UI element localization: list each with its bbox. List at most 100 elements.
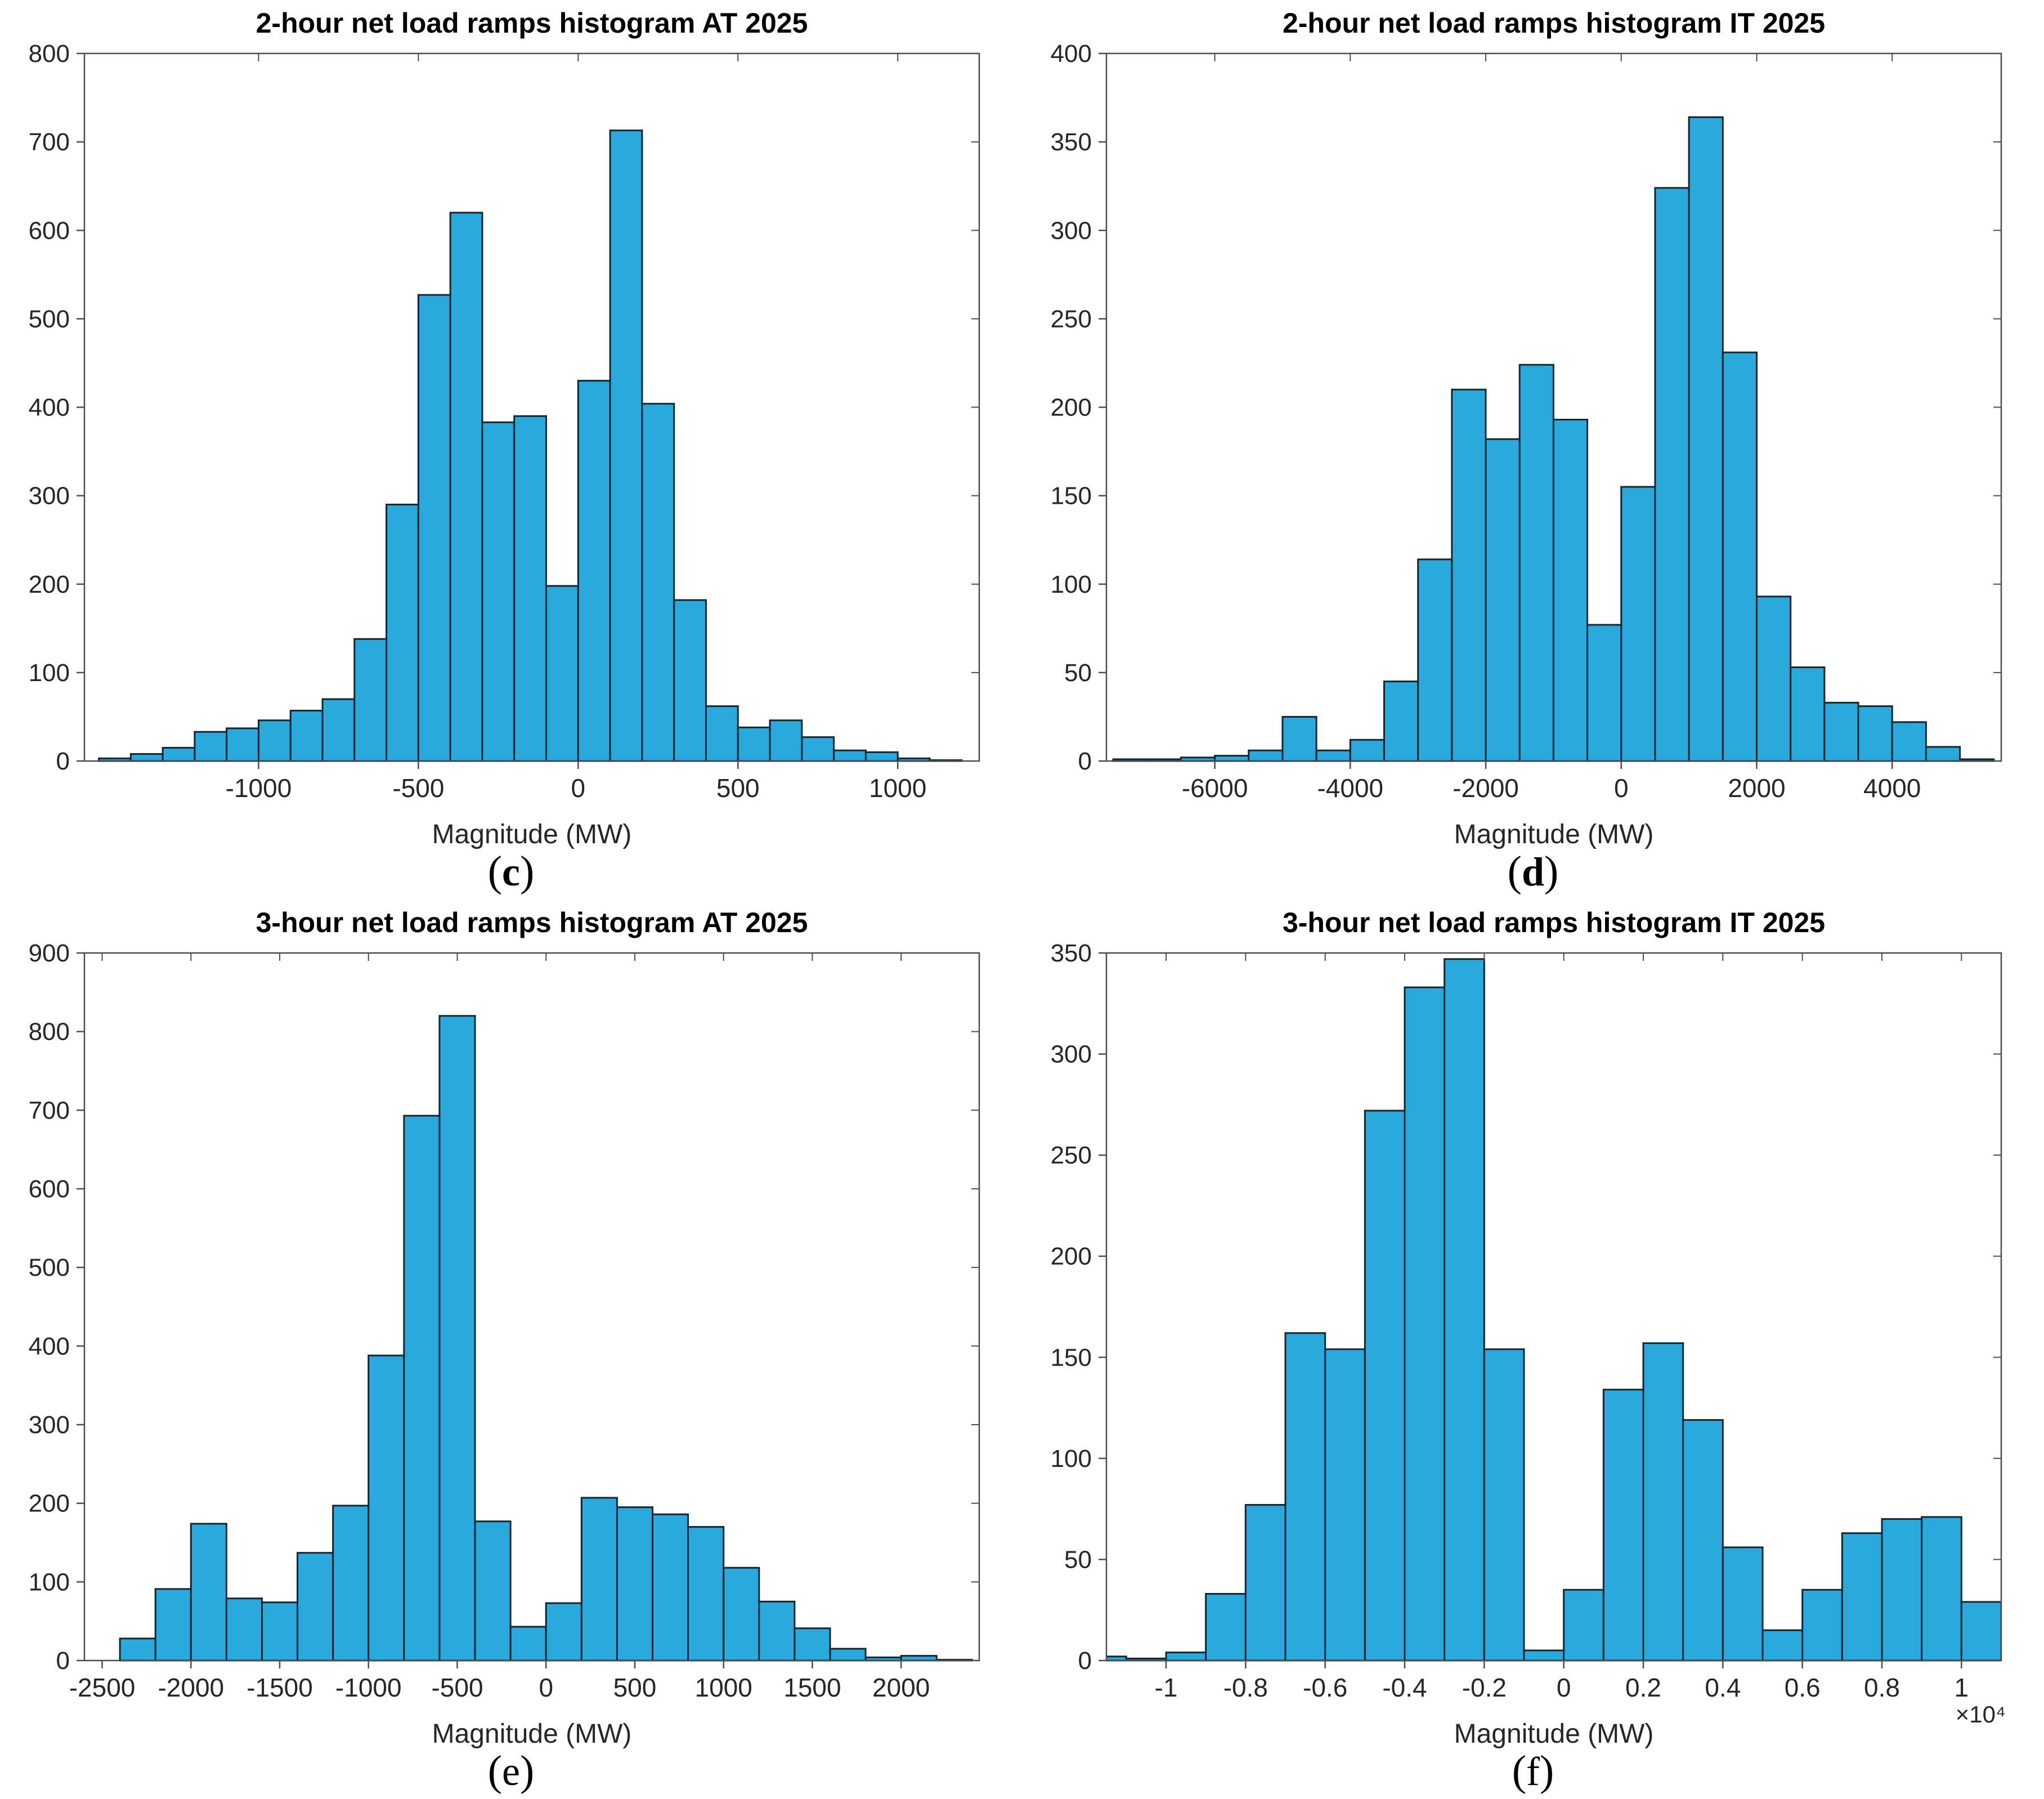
x-tick-label: 0: [1614, 773, 1629, 803]
histogram-bar: [1451, 388, 1487, 762]
histogram-bar: [1925, 746, 1961, 762]
y-tick-label: 0: [56, 1647, 70, 1675]
caption-letter: f: [1526, 1749, 1540, 1794]
y-tick-label: 250: [1051, 1142, 1092, 1169]
histogram-bar: [545, 1602, 582, 1662]
x-tick-label: 0.2: [1625, 1673, 1661, 1702]
histogram-chart-f: 0 50 100 150 200 250 300 350 -1 -0.8 -0.6 -0.4 -0.2 0…: [1022, 900, 2044, 1755]
figure-panel-f: 0 50 100 150 200 250 300 350 -1 -0.8 -0.6 -0.4 -0.2 0…: [1022, 900, 2044, 1799]
figure-panel-c: 0 100 200 300 400 500 600 700 800 -1000 -500 0 500 10…: [0, 0, 1022, 900]
histogram-chart-c: 0 100 200 300 400 500 600 700 800 -1000 -500 0 500 10…: [0, 0, 1022, 856]
histogram-bar: [1722, 1546, 1764, 1662]
x-tick-label: 1500: [783, 1673, 841, 1702]
y-tick-label: 300: [1051, 217, 1092, 244]
histogram-bar: [289, 709, 324, 762]
figure-caption-d: (d): [1022, 850, 2044, 897]
histogram-bar: [1284, 1332, 1326, 1662]
y-tick-label: 200: [1051, 394, 1092, 422]
histogram-bar: [1364, 1109, 1406, 1662]
histogram-bar: [162, 746, 196, 762]
x-tick-label: 2000: [872, 1673, 930, 1702]
x-axis-label: Magnitude (MW): [432, 1719, 632, 1749]
x-tick-label: 500: [613, 1673, 657, 1702]
y-tick-label: 300: [1051, 1041, 1092, 1068]
x-tick-label: 4000: [1863, 773, 1921, 803]
chart-title: 2-hour net load ramps histogram IT 2025: [1283, 7, 1825, 39]
figure-panel-d: 0 50 100 150 200 250 300 350 400 -6000 -4000 -2000 0…: [1022, 0, 2044, 900]
y-tick-label: 200: [29, 1490, 70, 1518]
histogram-bar: [194, 731, 228, 762]
histogram-bar: [1857, 705, 1893, 762]
histogram-bar: [261, 1601, 299, 1662]
histogram-bar: [794, 1627, 831, 1662]
histogram-bar: [769, 719, 803, 762]
histogram-bar: [545, 585, 579, 762]
y-tick-label: 50: [1064, 1546, 1092, 1573]
histogram-bar: [386, 503, 419, 762]
chart-svg-d: 0 50 100 150 200 250 300 350 400 -6000 -4000 -2000 0…: [1051, 7, 2002, 849]
histogram-bar: [226, 727, 259, 762]
histogram-bar: [1823, 701, 1859, 762]
x-tick-label: 1: [1955, 1673, 1969, 1702]
histogram-bar: [1485, 438, 1521, 762]
y-tick-label: 400: [1051, 40, 1092, 68]
y-tick-label: 500: [29, 1254, 70, 1282]
y-tick-label: 150: [1051, 482, 1092, 510]
histogram-bar: [154, 1588, 192, 1662]
chart-svg-c: 0 100 200 300 400 500 600 700 800 -1000 -500 0 500 10…: [29, 7, 980, 849]
y-tick-label: 350: [1051, 128, 1092, 156]
chart-title: 3-hour net load ramps histogram IT 2025: [1283, 907, 1825, 938]
histogram-chart-e: 0 100 200 300 400 500 600 700 800 900 -2500 -2000 -1…: [0, 900, 1022, 1755]
histogram-bars: [1106, 958, 2001, 1662]
histogram-bar: [129, 753, 164, 762]
chart-title: 3-hour net load ramps histogram AT 2025: [256, 907, 808, 938]
histogram-bar: [1586, 624, 1622, 762]
y-tick-label: 100: [29, 659, 70, 687]
caption-paren-open: (: [1507, 848, 1522, 895]
caption-paren-close: ): [1544, 848, 1559, 895]
histogram-bar: [1755, 596, 1792, 762]
figure-caption-e: (e): [0, 1749, 1022, 1797]
chart-svg-e: 0 100 200 300 400 500 600 700 800 900 -2500 -2000 -1…: [29, 907, 980, 1749]
x-tick-label: 1000: [869, 773, 926, 803]
x-tick-label: -2000: [158, 1673, 224, 1702]
histogram-bar: [1921, 1516, 1962, 1662]
histogram-bar: [449, 212, 483, 762]
histogram-bar: [1214, 755, 1250, 762]
histogram-bars: [1112, 116, 1995, 762]
x-tick-label: -6000: [1182, 773, 1248, 803]
caption-paren-close: ): [1539, 1747, 1554, 1794]
histogram-bar: [438, 1015, 476, 1662]
histogram-bar: [1417, 558, 1453, 762]
histogram-chart-d: 0 50 100 150 200 250 300 350 400 -6000 -4000 -2000 0…: [1022, 0, 2044, 856]
y-tick-label: 900: [29, 939, 70, 967]
histogram-bar: [474, 1520, 512, 1662]
y-tick-label: 250: [1051, 305, 1092, 333]
y-tick-label: 100: [1051, 1445, 1092, 1473]
histogram-bar: [190, 1523, 227, 1662]
caption-paren-open: (: [487, 1747, 503, 1794]
figure-caption-c: (c): [0, 850, 1022, 897]
histogram-bar: [1483, 1348, 1525, 1662]
y-tick-label: 400: [29, 1332, 70, 1360]
histogram-bar: [1602, 1389, 1644, 1662]
x-tick-label: 0: [571, 773, 586, 803]
histogram-bar: [1383, 681, 1419, 762]
histogram-bar: [641, 402, 675, 762]
x-tick-label: -0.4: [1382, 1673, 1427, 1702]
histogram-bar: [737, 726, 771, 762]
y-tick-label: 200: [1051, 1243, 1092, 1270]
histogram-bar: [1642, 1342, 1684, 1662]
histogram-bar: [1682, 1419, 1724, 1662]
histogram-bar: [1518, 364, 1554, 762]
histogram-bar: [417, 294, 451, 762]
histogram-bar: [758, 1600, 796, 1662]
histogram-bar: [1552, 418, 1589, 762]
histogram-bar: [513, 415, 548, 762]
x-tick-label: 0.4: [1705, 1673, 1741, 1702]
x-tick-label: 2000: [1728, 773, 1785, 803]
histogram-bar: [723, 1567, 760, 1662]
y-tick-label: 350: [1051, 939, 1092, 967]
histogram-bar: [1244, 1503, 1287, 1662]
